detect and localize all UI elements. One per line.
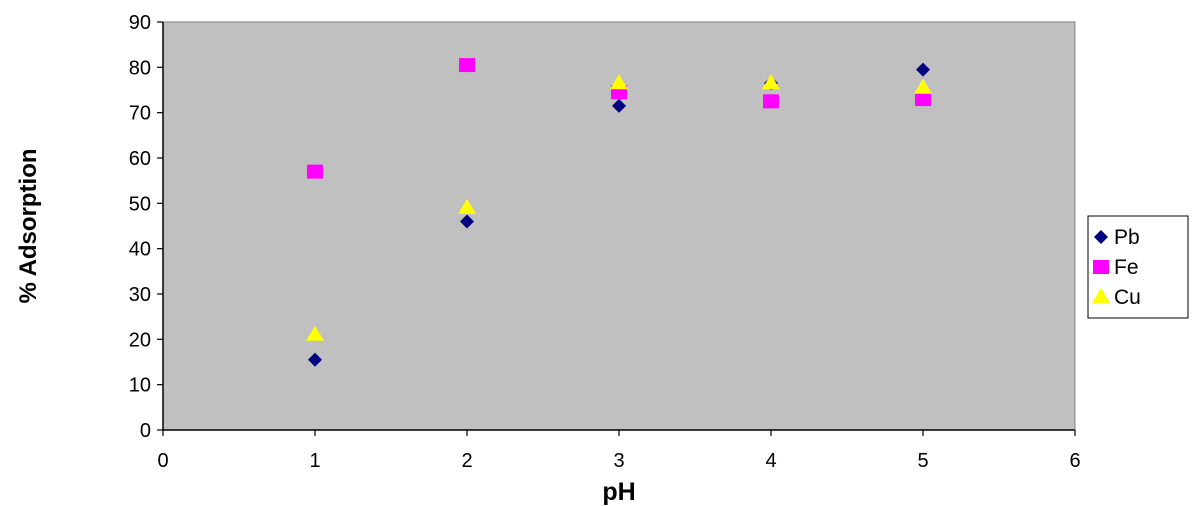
- x-tick-label: 6: [1069, 450, 1080, 472]
- legend-marker-fe: [1093, 260, 1109, 274]
- legend-label-pb: Pb: [1114, 226, 1140, 249]
- x-tick-label: 1: [309, 450, 320, 472]
- legend-marker-pb: [1094, 230, 1108, 244]
- point-cu: [458, 198, 476, 214]
- point-fe: [915, 92, 931, 107]
- point-fe: [459, 58, 475, 73]
- point-pb: [916, 62, 930, 77]
- legend-label-fe: Fe: [1114, 256, 1139, 279]
- data-points: [306, 58, 932, 367]
- legend: Pb Fe Cu: [1087, 215, 1189, 319]
- y-tick-label: 40: [129, 239, 151, 261]
- y-tick-label: 30: [129, 284, 151, 306]
- y-tick-label: 80: [129, 57, 151, 79]
- y-axis-title: % Adsorption: [15, 148, 42, 303]
- x-axis-title: pH: [602, 478, 635, 506]
- x-tick-label: 0: [157, 450, 168, 472]
- x-tick-label: 4: [765, 450, 776, 472]
- x-tick-label: 3: [613, 450, 624, 472]
- y-tick-label: 90: [129, 12, 151, 34]
- point-cu: [306, 325, 324, 341]
- y-tick-labels: 0 10 20 30 40 50 60 70 80 90: [129, 12, 151, 442]
- point-cu: [762, 74, 780, 90]
- y-tick-label: 10: [129, 375, 151, 397]
- y-tick-label: 70: [129, 103, 151, 125]
- x-tick-labels: 0 1 2 3 4 5 6: [157, 450, 1080, 472]
- point-fe: [763, 94, 779, 109]
- point-pb: [460, 214, 474, 229]
- point-pb: [308, 352, 322, 367]
- x-tick-label: 2: [461, 450, 472, 472]
- x-tick-label: 5: [917, 450, 928, 472]
- y-tick-label: 50: [129, 193, 151, 215]
- y-tick-label: 0: [140, 420, 151, 442]
- legend-label-cu: Cu: [1114, 286, 1141, 309]
- point-fe: [307, 164, 323, 179]
- point-cu: [914, 78, 932, 94]
- y-tick-label: 20: [129, 329, 151, 351]
- point-pb: [612, 98, 626, 113]
- point-cu: [610, 74, 628, 90]
- legend-marker-cu: [1092, 288, 1110, 303]
- y-tick-label: 60: [129, 148, 151, 170]
- axes: [157, 21, 1076, 436]
